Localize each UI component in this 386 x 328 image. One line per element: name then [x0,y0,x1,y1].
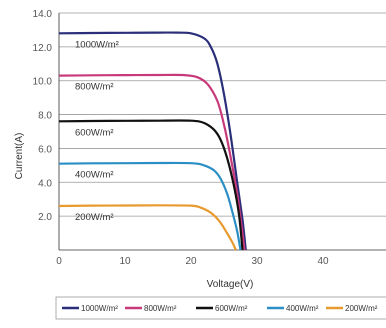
legend: 1000W/m² 800W/m² 600W/m² 400W/m² 200W/m² [55,296,386,320]
x-tick-label: 0 [56,256,62,267]
curve-label: 600W/m² [75,127,114,138]
series-layer [58,31,247,251]
series-line-1000Wm [58,31,247,251]
series-line-600Wm [58,119,244,251]
y-tick-label: 8.0 [38,111,52,122]
y-tick-label: 2.0 [38,212,52,223]
x-axis-title: Voltage(V) [207,279,254,290]
y-tick-label: 14.0 [33,9,53,20]
legend-label: 400W/m² [286,304,319,313]
curve-label: 1000W/m² [75,39,119,50]
y-tick-label: 6.0 [38,144,52,155]
curve-label-layer: 1000W/m² 800W/m² 600W/m² 400W/m² 200W/m² [75,39,119,223]
x-tick-label: 30 [251,256,263,267]
x-tick-label: 20 [185,256,197,267]
series-line-400Wm [58,161,242,251]
curve-label: 400W/m² [75,170,114,181]
curve-label: 800W/m² [75,82,114,93]
series-line-800Wm [58,73,246,251]
axis-layer: 2.0 4.0 6.0 8.0 10.0 12.0 14.0 0 10 20 30 40 [33,9,386,267]
legend-label: 800W/m² [144,304,177,313]
x-tick-label: 10 [119,256,131,267]
y-axis-title: Current(A) [14,133,25,180]
x-tick-label: 40 [317,256,329,267]
y-tick-label: 10.0 [33,77,53,88]
curve-label: 200W/m² [75,212,114,223]
legend-label: 600W/m² [215,304,248,313]
legend-box [55,296,386,320]
legend-label: 200W/m² [345,304,378,313]
y-tick-label: 12.0 [33,43,53,54]
y-tick-label: 4.0 [38,178,52,189]
series-line-200Wm [58,204,237,251]
legend-label: 1000W/m² [81,304,118,313]
grid-layer [59,12,386,217]
